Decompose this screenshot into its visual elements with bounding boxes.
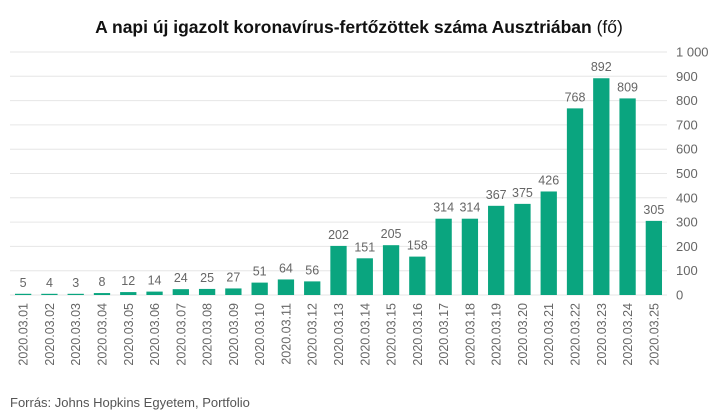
x-tick-label: 2020.03.14: [358, 303, 372, 366]
x-tick-label: 2020.03.09: [227, 303, 241, 366]
data-label: 12: [121, 274, 135, 288]
data-label: 205: [381, 227, 402, 241]
y-tick-label: 600: [676, 142, 698, 157]
data-label: 56: [305, 263, 319, 277]
bar: [356, 258, 373, 295]
bar: [409, 256, 426, 295]
data-label: 8: [99, 275, 106, 289]
data-label: 375: [512, 186, 533, 200]
data-label: 14: [148, 274, 162, 288]
bar: [198, 288, 216, 295]
gridlines: [10, 51, 667, 296]
data-label: 4: [46, 276, 53, 290]
data-label: 892: [591, 60, 612, 74]
x-tick-label: 2020.03.21: [542, 303, 556, 366]
data-label: 25: [200, 271, 214, 285]
data-label: 809: [617, 80, 638, 94]
y-tick-label: 900: [676, 69, 698, 84]
x-tick-label: 2020.03.19: [490, 303, 504, 366]
bar: [645, 220, 663, 295]
bar: [304, 281, 321, 295]
data-label: 367: [486, 188, 507, 202]
bar: [251, 282, 268, 295]
data-label: 305: [643, 203, 664, 217]
bar: [619, 98, 636, 296]
x-tick-label: 2020.03.16: [411, 303, 425, 366]
data-labels: 5 4 3 8 12 14 24 25 27 51 64 56 202 151 205 158 314 314 36…: [20, 60, 665, 290]
y-tick-label: 500: [676, 166, 698, 181]
x-tick-label: 2020.03.11: [279, 303, 293, 365]
bar: [435, 218, 452, 295]
x-tick-label: 2020.03.22: [569, 303, 583, 366]
x-tick-label: 2020.03.15: [385, 303, 399, 366]
bar: [593, 78, 610, 295]
x-axis-ticks: 2020.03.01 2020.03.02 2020.03.03 2020.03.04…: [17, 303, 662, 366]
data-label: 27: [226, 270, 240, 284]
x-tick-label: 2020.03.10: [253, 303, 267, 366]
y-tick-label: 200: [676, 239, 698, 254]
bars: [14, 78, 663, 296]
x-tick-label: 2020.03.06: [148, 303, 162, 366]
bar: [514, 203, 531, 295]
data-label: 24: [174, 271, 188, 285]
bar: [330, 245, 347, 295]
data-label: 5: [20, 276, 27, 290]
bar: [93, 293, 111, 295]
x-tick-label: 2020.03.05: [122, 303, 136, 366]
bar: [120, 292, 137, 295]
bar: [14, 293, 32, 295]
bar: [41, 293, 58, 295]
bar: [225, 288, 242, 295]
x-tick-label: 2020.03.25: [647, 303, 661, 366]
bar: [146, 291, 163, 295]
x-tick-label: 2020.03.24: [621, 303, 635, 366]
y-tick-label: 0: [676, 288, 683, 303]
bar: [566, 108, 584, 295]
x-tick-label: 2020.03.02: [43, 303, 57, 366]
y-tick-label: 300: [676, 215, 698, 230]
x-tick-label: 2020.03.23: [595, 303, 609, 366]
x-tick-label: 2020.03.13: [332, 303, 346, 366]
x-tick-label: 2020.03.08: [201, 303, 215, 366]
bar: [277, 279, 295, 295]
chart-title-main: A napi új igazolt koronavírus-fertőzötte…: [95, 17, 592, 37]
y-axis-ticks: 0 100 200 300 400 500 600 700 800 900 1 000: [676, 45, 709, 303]
y-tick-label: 700: [676, 117, 698, 132]
bar: [67, 293, 84, 295]
x-tick-label: 2020.03.03: [69, 303, 83, 366]
data-label: 151: [354, 240, 375, 254]
chart-title-unit: (fő): [596, 17, 623, 37]
x-tick-label: 2020.03.01: [17, 303, 31, 366]
source-note: Forrás: Johns Hopkins Egyetem, Portfolio: [10, 395, 250, 410]
x-tick-label: 2020.03.20: [516, 303, 530, 366]
y-tick-label: 400: [676, 190, 698, 205]
x-tick-label: 2020.03.17: [437, 303, 451, 366]
x-tick-label: 2020.03.04: [95, 303, 109, 366]
data-label: 51: [253, 265, 267, 279]
data-label: 314: [433, 201, 454, 215]
data-label: 768: [565, 90, 586, 104]
x-tick-label: 2020.03.18: [463, 303, 477, 366]
bar: [488, 205, 505, 295]
data-label: 202: [328, 228, 349, 242]
x-tick-label: 2020.03.07: [174, 303, 188, 366]
data-label: 64: [279, 261, 293, 275]
y-tick-label: 800: [676, 93, 698, 108]
y-tick-label: 1 000: [676, 45, 709, 60]
x-tick-label: 2020.03.12: [306, 303, 320, 366]
data-label: 3: [72, 276, 79, 290]
bar: [461, 218, 479, 295]
y-tick-label: 100: [676, 263, 698, 278]
data-label: 158: [407, 239, 428, 253]
chart-title: A napi új igazolt koronavírus-fertőzötte…: [0, 17, 718, 38]
data-label: 314: [459, 201, 480, 215]
data-label: 426: [538, 173, 559, 187]
bar: [172, 289, 189, 295]
bar: [382, 245, 400, 295]
bar: [540, 191, 557, 295]
